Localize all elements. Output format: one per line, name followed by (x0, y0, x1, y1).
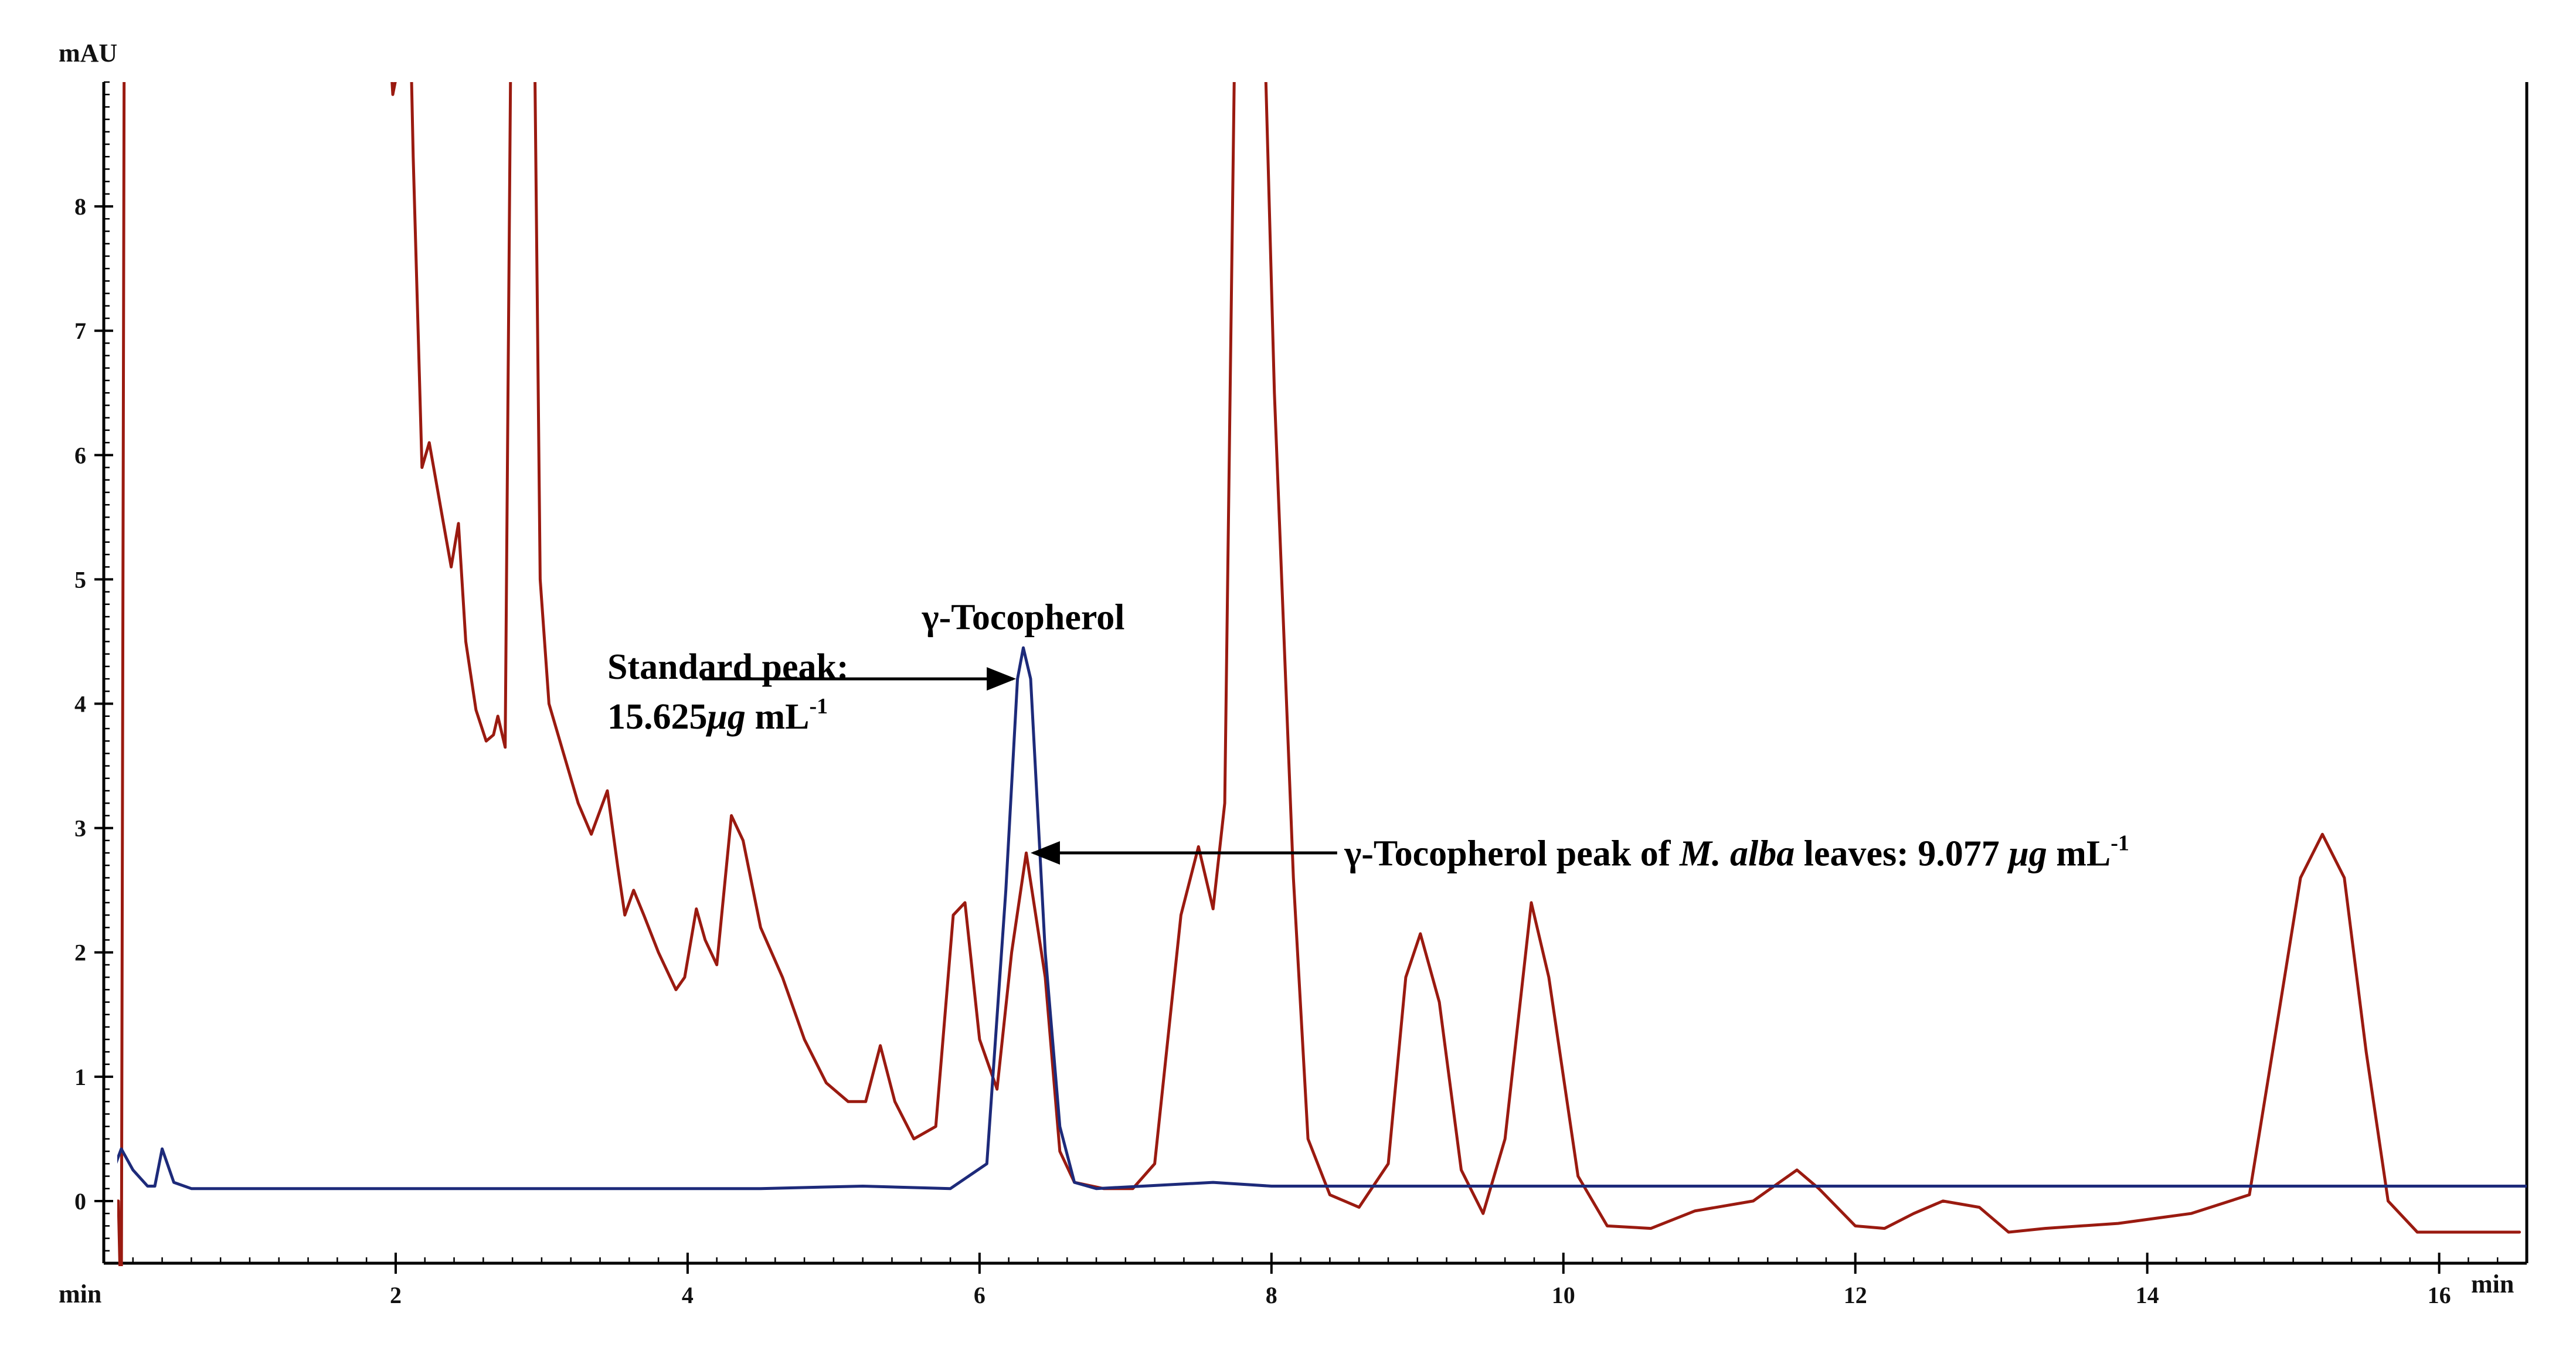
standard-concentration-label: 15.625μg mL-1 (607, 694, 828, 737)
sample-peak-label: γ-Tocopherol peak of M. alba leaves: 9.0… (1344, 831, 2129, 873)
y-tick-label: 5 (74, 566, 86, 593)
x-tick-label: 12 (1844, 1282, 1867, 1308)
x-tick-label: 16 (2428, 1282, 2451, 1308)
standard-peak-label: Standard peak: (607, 647, 849, 687)
standard-concentration-value: 15.625 (607, 697, 708, 737)
sample-peak-unit-rest: mL (2047, 834, 2111, 873)
sample-peak-superscript: -1 (2111, 831, 2129, 855)
y-tick-label: 6 (74, 442, 86, 468)
sample-peak-middle: leaves: 9.077 (1795, 834, 2009, 873)
y-tick-label: 1 (74, 1064, 86, 1090)
y-axis-unit-label: mAU (59, 39, 117, 67)
minor-ticks (104, 81, 2528, 1264)
x-tick-label: 2 (390, 1282, 402, 1308)
standard-concentration-unit: μg (705, 697, 745, 737)
x-tick-label: 10 (1552, 1282, 1575, 1308)
axes (102, 82, 2529, 1265)
y-tick-label: 7 (74, 318, 86, 344)
traces (117, 82, 2527, 1266)
sample-peak-unit: μg (2007, 834, 2047, 873)
x-axis-unit-label-right: min (2471, 1270, 2514, 1298)
sample-peak-prefix: γ-Tocopherol peak of (1344, 834, 1680, 873)
gamma-tocopherol-label: γ-Tocopherol (922, 597, 1125, 637)
y-ticks: 0 1 2 3 4 5 6 7 8 (74, 193, 113, 1215)
y-tick-label: 8 (74, 193, 86, 220)
standard-concentration-unit-rest: mL (746, 697, 810, 737)
x-tick-label: 6 (974, 1282, 985, 1308)
standard-trace (117, 646, 2527, 1191)
x-ticks: 2 4 6 8 10 12 14 16 (390, 1253, 2451, 1308)
sample-species-name: M. alba (1679, 834, 1795, 873)
y-tick-label: 3 (74, 815, 86, 842)
x-tick-label: 4 (682, 1282, 694, 1308)
annotations: γ-Tocopherol Standard peak: 15.625μg mL-… (607, 597, 2129, 873)
y-tick-label: 4 (74, 691, 86, 717)
sample-trace (117, 82, 2521, 1266)
y-tick-label: 0 (74, 1188, 86, 1215)
standard-concentration-superscript: -1 (809, 694, 828, 719)
x-tick-label: 8 (1266, 1282, 1277, 1308)
y-tick-label: 2 (74, 940, 86, 966)
x-tick-label: 14 (2136, 1282, 2159, 1308)
x-axis-unit-label-left: min (59, 1280, 101, 1308)
